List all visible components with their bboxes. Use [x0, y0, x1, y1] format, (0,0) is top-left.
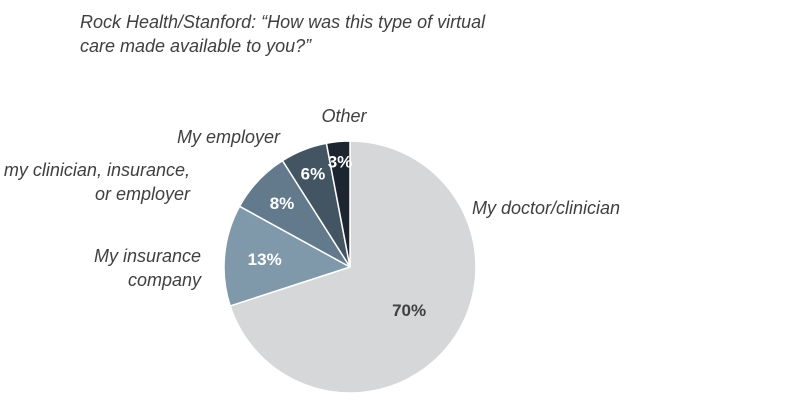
category-label-line: or employer	[95, 184, 191, 204]
category-label-my-employer: My employer	[177, 127, 281, 147]
value-label-my-employer: 6%	[301, 164, 326, 183]
category-label-my-insurance-company: My insurance company	[94, 246, 202, 290]
category-label-line: My insurance	[94, 246, 201, 266]
chart-title-line-1: Rock Health/Stanford: “How was this type…	[80, 12, 486, 32]
pie-slice-other	[325, 140, 351, 268]
category-label-not-my-clinician-insurance-or-employer: Not my clinician, insurance, or employer	[0, 160, 191, 204]
category-label-line: company	[128, 270, 202, 290]
chart-title: Rock Health/Stanford: “How was this type…	[80, 10, 600, 58]
category-label-line: Not my clinician, insurance,	[0, 160, 190, 180]
value-label-my-doctor-clinician: 70%	[392, 301, 426, 320]
pie-slice-my-doctor-clinician	[229, 140, 477, 394]
category-label-my-doctor-clinician: My doctor/clinician	[472, 198, 620, 218]
category-label-line: My doctor/clinician	[472, 198, 620, 218]
category-label-line: My employer	[177, 127, 281, 147]
value-label-not-my-clinician-insurance-or-employer: 8%	[270, 194, 295, 213]
category-label-other: Other	[321, 106, 367, 126]
chart-title-line-2: care made available to you?”	[80, 36, 312, 56]
value-label-other: 3%	[328, 153, 353, 172]
value-label-my-insurance-company: 13%	[248, 250, 282, 269]
category-label-line: Other	[321, 106, 367, 126]
pie-slice-my-insurance-company	[223, 205, 351, 307]
